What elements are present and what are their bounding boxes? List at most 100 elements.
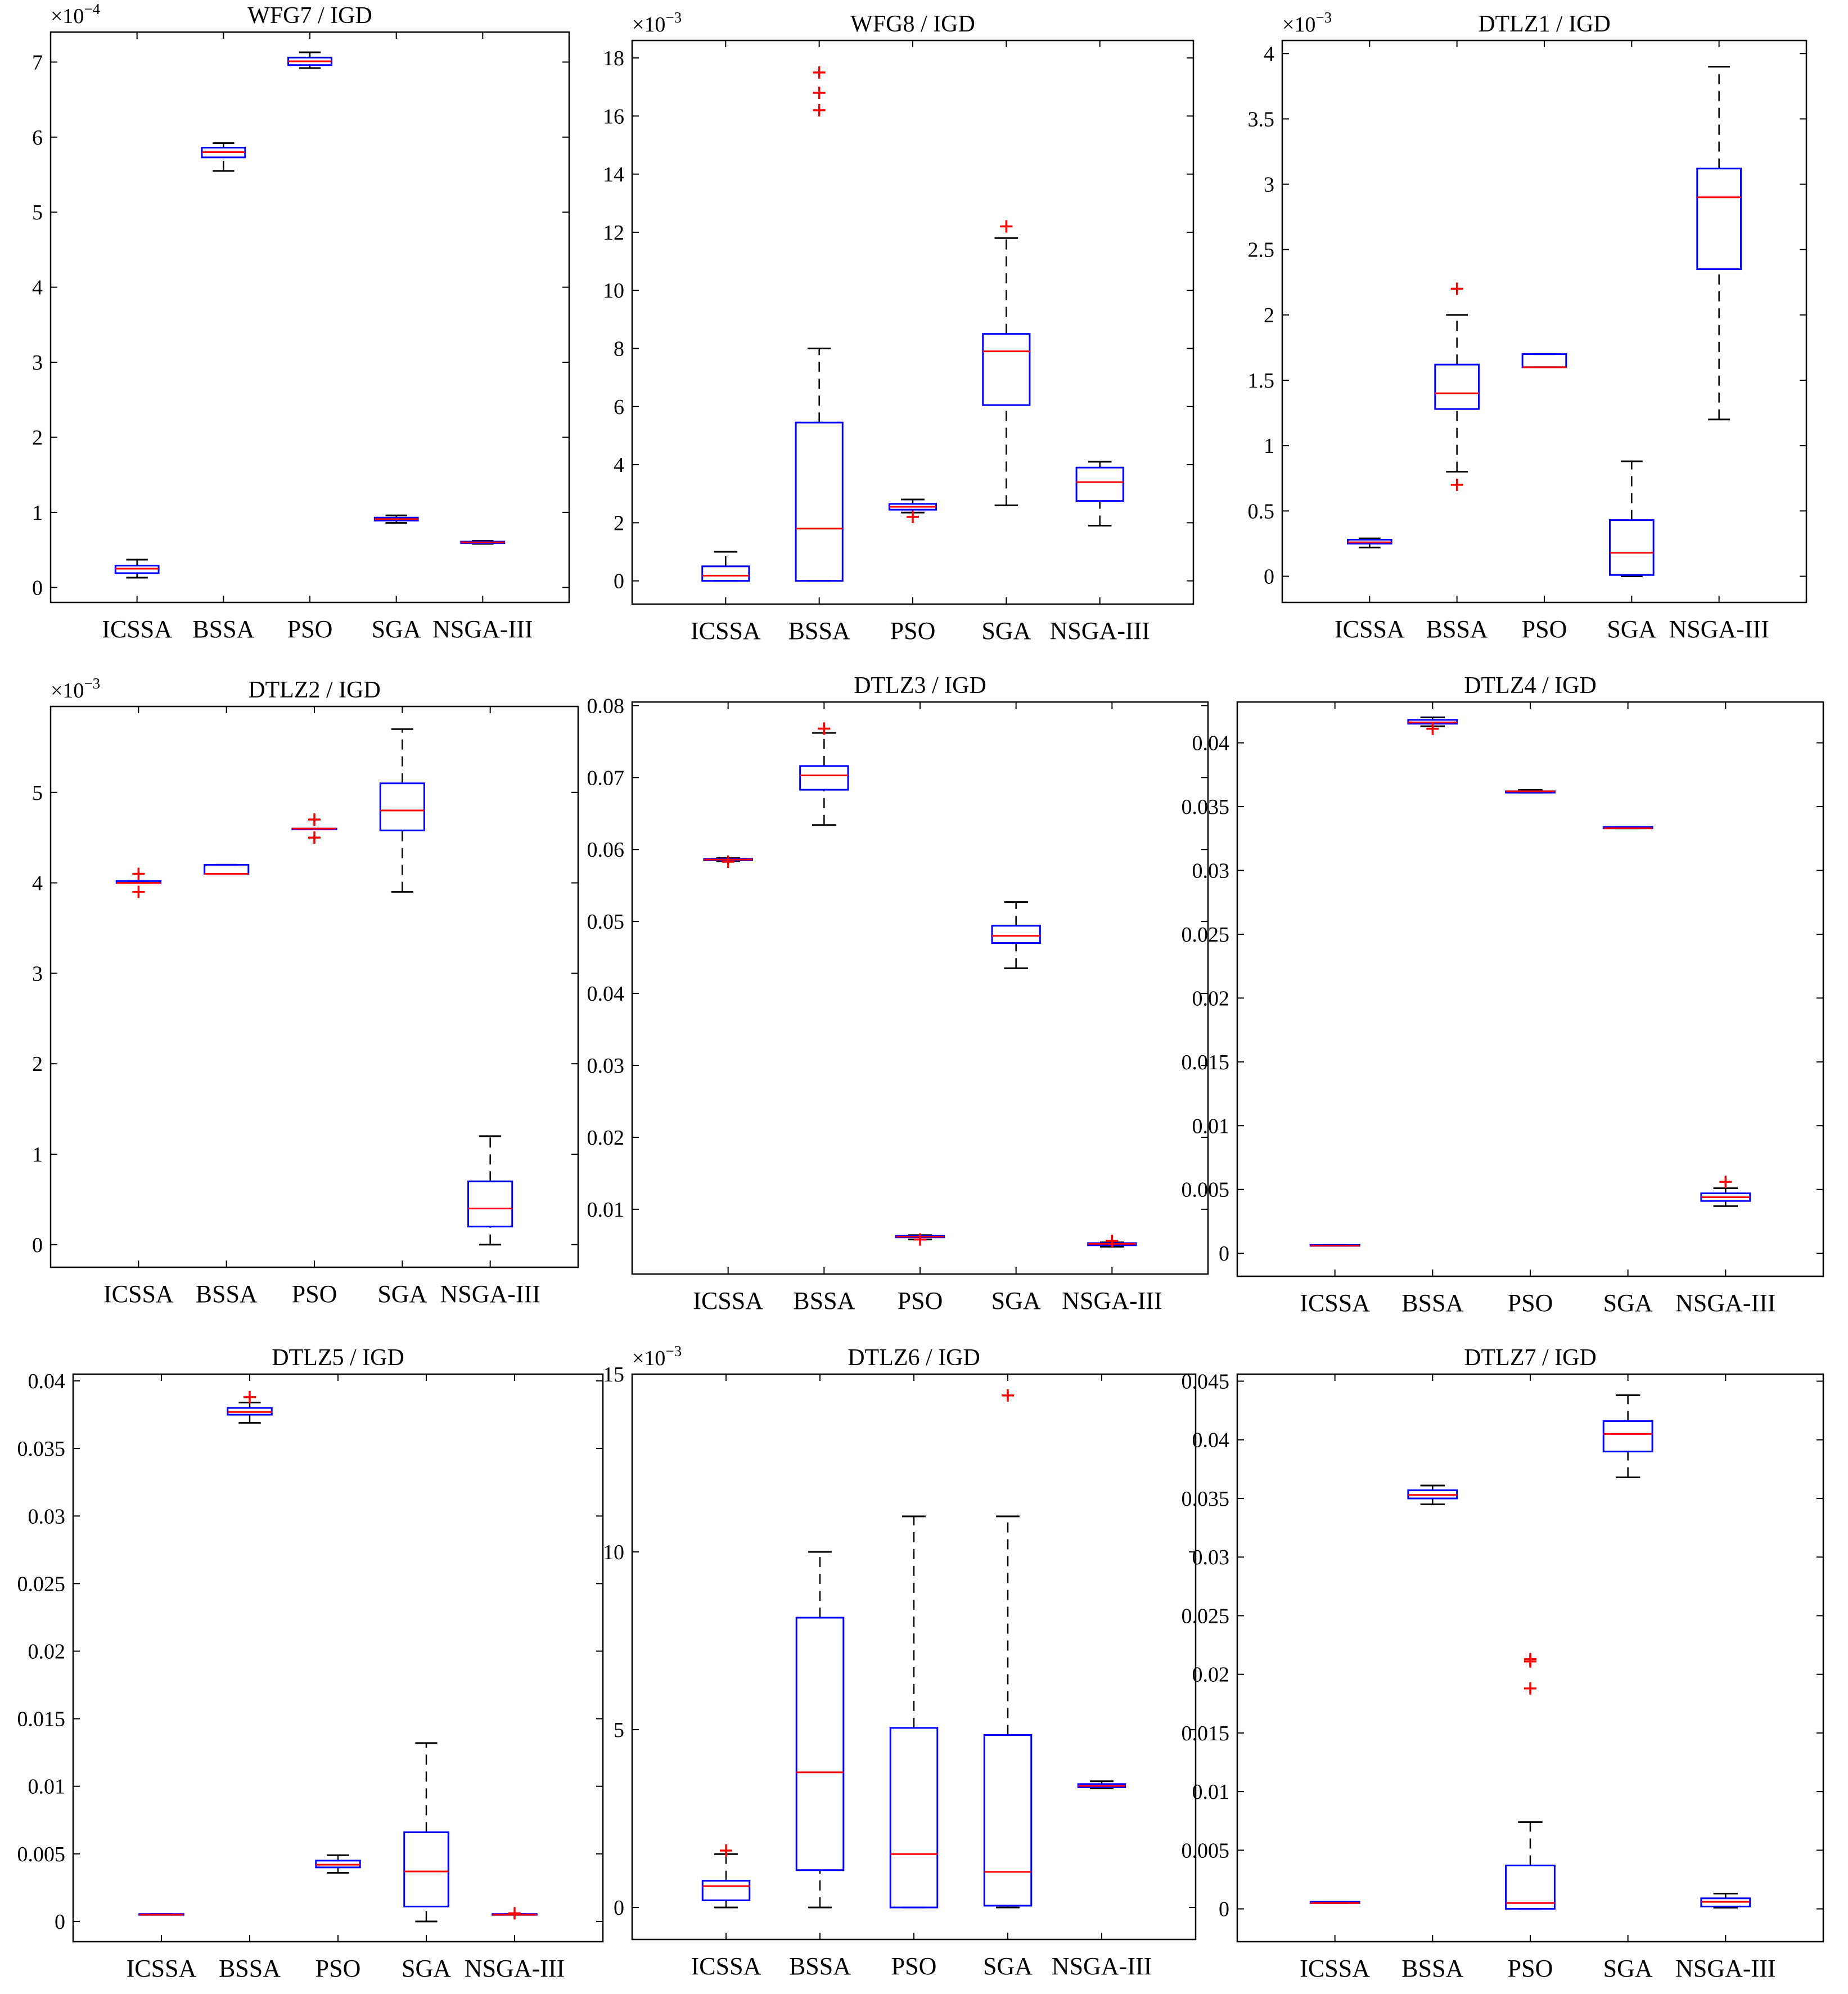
category-label: BSSA bbox=[793, 1287, 855, 1315]
axis-multiplier: ×10−3 bbox=[1282, 9, 1332, 37]
iqr-box bbox=[1609, 519, 1655, 576]
outlier-marker bbox=[244, 1390, 256, 1403]
y-tick-label: 0.04 bbox=[28, 1370, 66, 1393]
y-tick-label: 4 bbox=[614, 453, 624, 477]
y-tick-label: 5 bbox=[32, 781, 43, 805]
outlier-marker bbox=[1524, 1682, 1536, 1695]
axis-multiplier: ×10−3 bbox=[632, 9, 682, 37]
y-tick-label: 0 bbox=[1264, 565, 1274, 589]
y-tick-label: 0.035 bbox=[1182, 1487, 1230, 1511]
y-tick-label: 0 bbox=[614, 1896, 624, 1920]
y-tick-label: 0.5 bbox=[1248, 499, 1275, 523]
iqr-box bbox=[701, 565, 750, 582]
outlier-marker bbox=[1000, 220, 1013, 233]
iqr-box bbox=[982, 333, 1031, 406]
iqr-box bbox=[799, 765, 849, 791]
category-label: NSGA-III bbox=[1062, 1287, 1162, 1315]
category-label: NSGA-III bbox=[1049, 617, 1150, 645]
y-tick-label: 0.06 bbox=[587, 838, 625, 862]
chart-panel: WFG7 / IGD ×10−4 0 1 2 3 4 5 6 7 ICSSA BSSA PSO SGA NS… bbox=[32, 1, 570, 643]
iqr-box bbox=[467, 1180, 513, 1228]
y-tick-label: 8 bbox=[614, 337, 624, 361]
category-label: ICSSA bbox=[1300, 1955, 1370, 1982]
y-tick-label: 0.07 bbox=[587, 766, 625, 790]
multiplier-base: ×10 bbox=[632, 13, 665, 37]
outlier-marker bbox=[132, 867, 145, 880]
iqr-box bbox=[1505, 1864, 1556, 1910]
chart-panel: DTLZ4 / IGD 0 0.005 0.01 0.015 0.02 0.025 0.03 0… bbox=[1182, 673, 1824, 1317]
y-tick-label: 16 bbox=[603, 105, 624, 128]
y-tick-label: 0.04 bbox=[1192, 1429, 1230, 1452]
iqr-box bbox=[991, 925, 1041, 944]
outlier-marker bbox=[1524, 1653, 1536, 1666]
chart-panel: DTLZ1 / IGD ×10−3 0 0.5 1 1.5 2 2.5 3 3.5 4 ICSSA BS… bbox=[1248, 9, 1808, 643]
category-label: BSSA bbox=[219, 1955, 281, 1982]
category-label: PSO bbox=[292, 1280, 337, 1308]
y-tick-label: 0.04 bbox=[1192, 732, 1230, 755]
category-label: ICSSA bbox=[102, 615, 172, 643]
y-tick-label: 2.5 bbox=[1248, 238, 1275, 262]
y-tick-label: 0.02 bbox=[1192, 987, 1230, 1010]
iqr-box bbox=[1521, 353, 1567, 368]
y-tick-label: 0.05 bbox=[587, 910, 625, 934]
y-tick-label: 0.035 bbox=[17, 1437, 66, 1461]
y-tick-label: 1 bbox=[32, 501, 43, 525]
chart-panel: WFG8 / IGD ×10−3 0 2 4 6 8 10 12 14 16 18 ICSSA BSSA P… bbox=[603, 9, 1195, 645]
y-tick-label: 15 bbox=[603, 1363, 624, 1387]
outlier-marker bbox=[1450, 478, 1463, 491]
outlier-marker bbox=[1719, 1176, 1732, 1189]
multiplier-exponent: −3 bbox=[84, 675, 100, 692]
category-label: NSGA-III bbox=[1675, 1955, 1775, 1982]
y-tick-label: 0.03 bbox=[1192, 859, 1230, 883]
multiplier-exponent: −4 bbox=[84, 1, 100, 17]
category-label: BSSA bbox=[789, 1952, 851, 1980]
multiplier-exponent: −3 bbox=[665, 1343, 682, 1360]
category-label: NSGA-III bbox=[1669, 615, 1769, 643]
y-tick-label: 0.035 bbox=[1182, 795, 1230, 819]
axis-multiplier: ×10−3 bbox=[51, 675, 100, 703]
category-label: SGA bbox=[981, 617, 1031, 645]
category-label: BSSA bbox=[1401, 1955, 1463, 1982]
iqr-box bbox=[795, 421, 844, 582]
iqr-box bbox=[701, 1880, 751, 1901]
category-label: ICSSA bbox=[103, 1280, 174, 1308]
category-label: NSGA-III bbox=[1052, 1952, 1152, 1980]
y-tick-label: 0.005 bbox=[1182, 1839, 1230, 1862]
category-label: NSGA-III bbox=[440, 1280, 540, 1308]
y-tick-label: 0.03 bbox=[1192, 1546, 1230, 1569]
outlier-marker bbox=[818, 722, 831, 735]
category-label: BSSA bbox=[788, 617, 850, 645]
chart-panel: DTLZ7 / IGD 0 0.005 0.01 0.015 0.02 0.025 0.03 0… bbox=[1182, 1345, 1824, 1982]
y-tick-label: 2 bbox=[1264, 304, 1274, 327]
category-label: SGA bbox=[1603, 1955, 1653, 1982]
y-tick-label: 0 bbox=[32, 576, 43, 600]
chart-title: WFG7 / IGD bbox=[247, 3, 372, 29]
axes-frame bbox=[1281, 39, 1808, 604]
y-tick-label: 0.08 bbox=[587, 694, 625, 718]
iqr-box bbox=[403, 1831, 449, 1908]
category-label: PSO bbox=[1508, 1955, 1553, 1982]
category-label: BSSA bbox=[196, 1280, 258, 1308]
y-tick-label: 2 bbox=[32, 426, 43, 449]
y-tick-label: 3 bbox=[1264, 173, 1274, 197]
outlier-marker bbox=[132, 885, 145, 898]
y-tick-label: 0.03 bbox=[28, 1505, 66, 1528]
outlier-marker bbox=[914, 1233, 926, 1246]
y-tick-label: 0.025 bbox=[1182, 1604, 1230, 1628]
chart-title: DTLZ2 / IGD bbox=[248, 677, 381, 703]
chart-title: DTLZ5 / IGD bbox=[272, 1345, 404, 1371]
chart-panel: DTLZ6 / IGD ×10−3 0 5 10 15 ICSSA BSSA PSO SGA NSG… bbox=[603, 1343, 1197, 1980]
category-label: BSSA bbox=[192, 615, 254, 643]
axes-frame bbox=[1236, 701, 1824, 1277]
category-label: BSSA bbox=[1426, 615, 1488, 643]
y-tick-label: 12 bbox=[603, 221, 624, 245]
iqr-box bbox=[379, 782, 425, 831]
category-label: BSSA bbox=[1401, 1289, 1463, 1317]
chart-title: WFG8 / IGD bbox=[850, 11, 975, 37]
chart-title: DTLZ7 / IGD bbox=[1464, 1345, 1597, 1371]
iqr-box bbox=[1602, 1420, 1653, 1453]
y-tick-label: 0.02 bbox=[587, 1126, 625, 1150]
category-label: NSGA-III bbox=[465, 1955, 565, 1982]
iqr-box bbox=[1075, 466, 1124, 502]
